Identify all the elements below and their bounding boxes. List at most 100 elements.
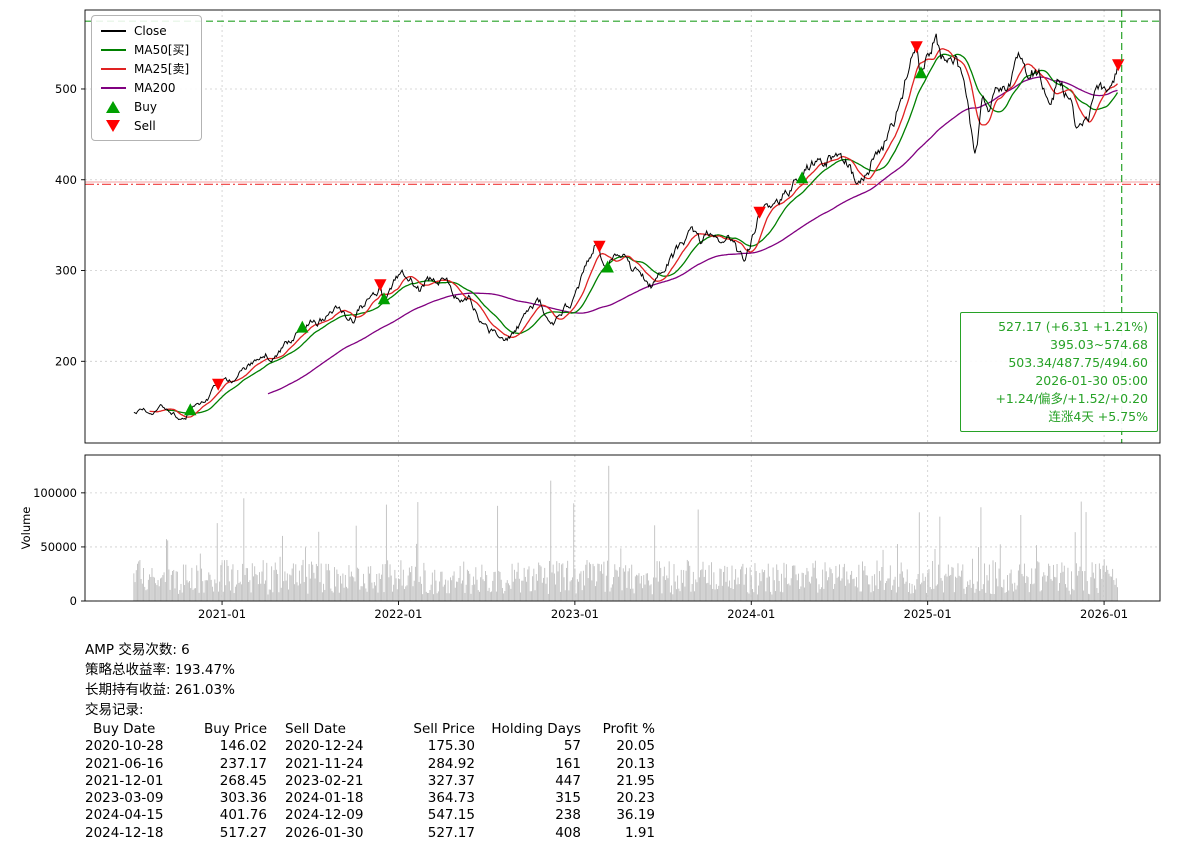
trade-cell: 2024-12-18 <box>85 824 164 841</box>
date-tick-label: 2022-01 <box>374 607 422 621</box>
volume-tick-label: 50000 <box>40 540 77 554</box>
trade-cell: 2024-04-15 <box>85 807 164 824</box>
close-line-swatch <box>101 29 126 32</box>
trade-cell: 547.15 <box>427 807 475 824</box>
trade-cell: 447 <box>555 772 581 789</box>
legend-label-sell: Sell <box>134 118 156 133</box>
date-tick-label: 2025-01 <box>904 607 952 621</box>
trade-cell: 364.73 <box>427 790 475 807</box>
summary-hold-return: 长期持有收益: 261.03% <box>85 682 235 698</box>
trade-cell: 175.30 <box>427 738 475 755</box>
legend-item-buy: Buy <box>101 99 189 114</box>
annotation-datetime: 2026-01-30 05:00 <box>1035 373 1148 388</box>
ma200-line-swatch <box>101 86 126 89</box>
buy-marker <box>377 292 391 305</box>
trade-cell: 2023-02-21 <box>285 772 364 789</box>
trade-cell: 315 <box>555 790 581 807</box>
legend-item-ma50: MA50[买] <box>101 42 189 57</box>
annotation-range: 395.03~574.68 <box>1050 337 1148 352</box>
legend: Close MA50[买] MA25[卖] MA200 Buy Sell <box>91 15 203 141</box>
trade-cell: 57 <box>563 738 581 755</box>
volume-bars <box>133 465 1118 601</box>
sell-triangle-icon <box>106 119 120 132</box>
trade-cell: 238 <box>555 807 581 824</box>
price-tick-label: 500 <box>55 82 77 96</box>
trade-cell: 21.95 <box>616 772 655 789</box>
ma25-line-swatch <box>101 67 126 70</box>
volume-tick-label: 0 <box>70 594 77 608</box>
trade-cell: 401.76 <box>219 807 267 824</box>
buy-marker <box>601 260 614 273</box>
trade-cell: 161 <box>555 755 581 772</box>
legend-item-close: Close <box>101 23 189 38</box>
axis-labels: 200 300 400 500 0 50000 100000 2021-01 2022-01 20… <box>33 82 1128 621</box>
trade-cell: 327.37 <box>427 772 475 789</box>
trade-cell: 527.17 <box>427 824 475 841</box>
trade-row: 2021-06-16 237.17 2021-11-24 284.92 161 20.13 <box>85 755 655 774</box>
price-annotation-box: 527.17 (+6.31 +1.21%) 395.03~574.68 503.… <box>960 312 1158 432</box>
trade-row: 2023-03-09 303.36 2024-01-18 364.73 315 20.23 <box>85 790 655 808</box>
trade-cell: 20.05 <box>616 738 655 755</box>
legend-label-buy: Buy <box>134 99 157 114</box>
trade-row: 2020-10-28 146.02 2020-12-24 175.30 57 20.05 <box>85 738 655 756</box>
price-tick-label: 200 <box>55 354 77 368</box>
trades-table: Buy Date Buy Price Sell Date Sell Price … <box>85 721 655 843</box>
volume-axis-label: Volume <box>19 506 33 550</box>
price-tick-label: 300 <box>55 264 77 278</box>
col-header-sell-price: Sell Price <box>413 721 475 737</box>
trade-row: 2024-04-15 401.76 2024-12-09 547.15 238 36.19 <box>85 807 655 825</box>
summary-records-label: 交易记录: <box>85 702 144 718</box>
annotation-momentum: +1.24/偏多/+1.52/+0.20 <box>995 391 1148 406</box>
ma25-line <box>149 48 1118 418</box>
legend-item-ma25: MA25[卖] <box>101 61 189 76</box>
sell-marker <box>910 41 923 54</box>
trade-cell: 268.45 <box>219 772 267 789</box>
trade-cell: 2020-12-24 <box>285 738 364 755</box>
trade-cell: 408 <box>555 824 581 841</box>
trade-cell: 284.92 <box>427 755 475 772</box>
date-tick-label: 2026-01 <box>1080 607 1128 621</box>
legend-label-ma25: MA25[卖] <box>134 62 190 76</box>
trade-cell: 303.36 <box>219 790 267 807</box>
buy-marker <box>914 66 928 79</box>
trade-cell: 2023-03-09 <box>85 790 164 807</box>
date-tick-label: 2023-01 <box>551 607 599 621</box>
trade-cell: 2020-10-28 <box>85 738 164 755</box>
legend-item-ma200: MA200 <box>101 80 189 95</box>
trade-cell: 2021-11-24 <box>285 755 364 772</box>
legend-label-ma50: MA50[买] <box>134 43 190 57</box>
legend-label-ma200: MA200 <box>134 80 176 95</box>
trade-cell: 2024-12-09 <box>285 807 364 824</box>
col-header-buy-price: Buy Price <box>203 721 267 737</box>
trade-cell: 2021-12-01 <box>85 772 164 789</box>
buy-marker <box>184 403 197 416</box>
buy-triangle-icon <box>106 100 120 113</box>
legend-item-sell: Sell <box>101 118 189 133</box>
sell-marker <box>753 206 766 219</box>
sell-marker <box>374 279 387 292</box>
date-tick-label: 2024-01 <box>727 607 775 621</box>
legend-label-close: Close <box>134 23 167 38</box>
ma50-line <box>166 53 1119 414</box>
trade-cell: 237.17 <box>219 755 267 772</box>
col-header-sell-date: Sell Date <box>285 721 346 737</box>
trade-cell: 2021-06-16 <box>85 755 164 772</box>
trade-row: 2024-12-18 517.27 2026-01-30 527.17 408 1.91 <box>85 824 655 843</box>
trade-cell: 517.27 <box>219 824 267 841</box>
sell-marker <box>212 378 225 391</box>
summary-strategy-return: 策略总收益率: 193.47% <box>85 662 235 678</box>
trade-cell: 146.02 <box>219 738 267 755</box>
trade-cell: 36.19 <box>616 807 655 824</box>
price-tick-label: 400 <box>55 173 77 187</box>
summary-block: AMP 交易次数: 6 策略总收益率: 193.47% 长期持有收益: 261.… <box>85 640 655 843</box>
trade-cell: 1.91 <box>624 824 655 841</box>
axis-ticks <box>81 88 1105 605</box>
annotation-streak: 连涨4天 +5.75% <box>1048 409 1148 424</box>
volume-tick-label: 100000 <box>33 486 77 500</box>
col-header-profit: Profit % <box>602 721 655 737</box>
buy-marker <box>795 171 809 184</box>
ma50-line-swatch <box>101 48 126 51</box>
col-header-buy-date: Buy Date <box>93 721 156 737</box>
trade-cell: 20.23 <box>616 790 655 807</box>
sell-marker <box>1112 59 1125 72</box>
